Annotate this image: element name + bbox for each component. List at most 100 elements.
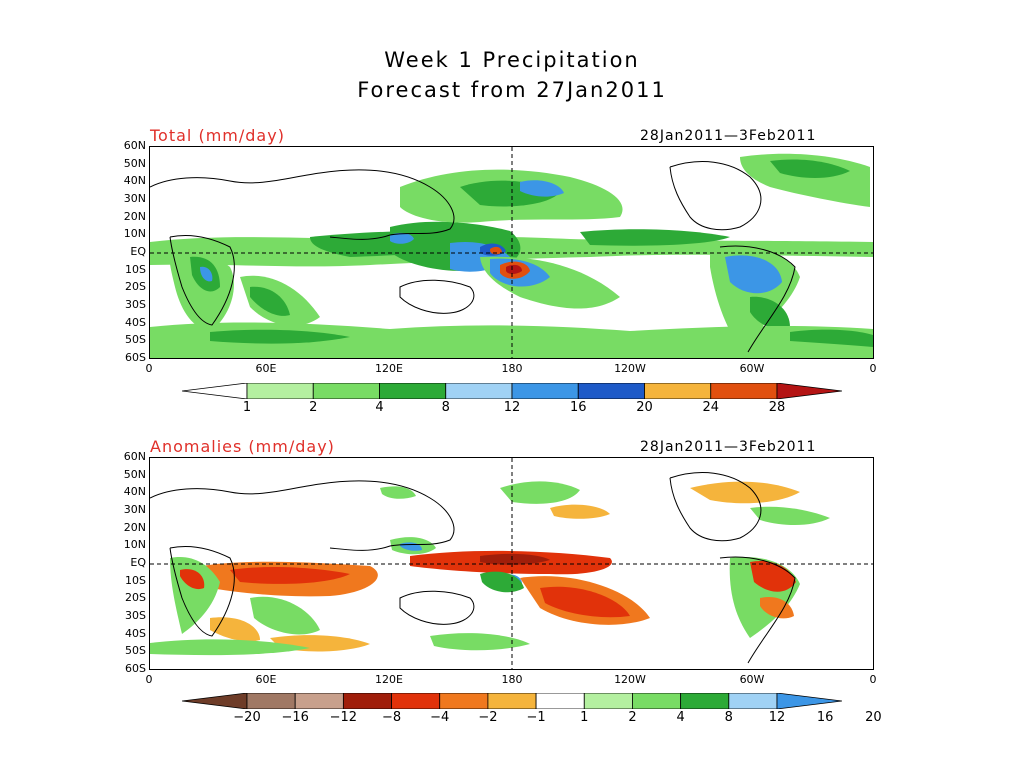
- panel2-anomaly-field: [150, 481, 830, 656]
- colorbar-segment: [487, 692, 537, 710]
- lat-tick-label: 10N: [123, 538, 146, 552]
- colorbar-svg: [181, 382, 843, 400]
- colorbar-tick-label: 20: [636, 400, 653, 415]
- colorbar-segment: [312, 382, 380, 400]
- lat-tick-label: 10S: [125, 573, 146, 587]
- lat-tick-label: 40S: [125, 626, 146, 640]
- colorbar-low-arrow: [181, 692, 248, 710]
- colorbar-segment: [379, 382, 447, 400]
- lat-tick-label: 20S: [125, 280, 146, 294]
- lat-tick-label: 30N: [123, 503, 146, 516]
- lat-tick-label: EQ: [130, 245, 146, 258]
- colorbar-tick-label: −12: [329, 710, 358, 725]
- lat-tick-label: 40N: [123, 174, 146, 188]
- lat-tick-label: 10S: [125, 262, 146, 276]
- colorbar-tick-label: −16: [281, 710, 309, 725]
- colorbar-segment: [577, 382, 645, 400]
- colorbar-segment: [511, 382, 579, 400]
- lat-tick-label: 30S: [125, 609, 146, 622]
- lat-tick-label: 20N: [123, 209, 146, 223]
- colorbar-tick-label: 4: [375, 400, 384, 415]
- lon-tick-label: 60W: [739, 362, 765, 375]
- colorbar-segment: [710, 382, 778, 400]
- colorbar-tick-label: 12: [503, 400, 521, 415]
- panel1-date-range: 28Jan2011—3Feb2011: [640, 128, 817, 144]
- panel1-precip-field: [150, 153, 873, 358]
- lat-tick-label: 60S: [125, 662, 146, 675]
- colorbar-tick-label: 2: [309, 400, 318, 415]
- lon-tick-label: 180: [501, 673, 523, 686]
- colorbar-tick-label: 28: [768, 400, 786, 415]
- colorbar-tick-label: 1: [242, 400, 252, 415]
- lon-tick-label: 0: [145, 673, 153, 686]
- colorbar-tick-label: 20: [865, 710, 882, 725]
- colorbar-tick-label: 16: [816, 710, 834, 725]
- panel1-map: [149, 146, 874, 359]
- colorbar-segment: [632, 692, 682, 710]
- panel1-map-svg: [150, 147, 873, 358]
- lat-tick-label: 30S: [125, 298, 146, 311]
- colorbar-segment: [680, 692, 730, 710]
- chart-title-line1: Week 1 Precipitation: [384, 48, 640, 72]
- panel2-variable-label: Anomalies (mm/day): [150, 437, 335, 456]
- colorbar-tick-label: 16: [569, 400, 587, 415]
- chart-title-line2: Forecast from 27Jan2011: [357, 78, 667, 102]
- colorbar-tick-label: 8: [441, 400, 450, 415]
- colorbar-segment: [439, 692, 489, 710]
- lon-tick-label: 0: [869, 673, 877, 686]
- colorbar-tick-label: −4: [430, 710, 450, 725]
- lon-tick-label: 180: [501, 362, 523, 375]
- lon-tick-label: 0: [869, 362, 877, 375]
- colorbar-tick-label: −2: [478, 710, 498, 725]
- lon-tick-label: 120W: [614, 673, 646, 686]
- colorbar-tick-label: 24: [702, 400, 720, 415]
- panel2-colorbar: [181, 692, 843, 713]
- lon-tick-label: 60E: [255, 673, 277, 686]
- lat-tick-label: 60N: [123, 139, 146, 152]
- panel2-date-range: 28Jan2011—3Feb2011: [640, 439, 817, 455]
- lon-tick-label: 120E: [375, 362, 403, 375]
- lat-tick-label: 50S: [125, 333, 146, 347]
- panel1-variable-label: Total (mm/day): [150, 126, 285, 145]
- colorbar-tick-label: 8: [724, 710, 733, 725]
- colorbar-tick-label: −1: [526, 710, 546, 725]
- lat-tick-label: 40N: [123, 485, 146, 499]
- colorbar-high-arrow: [776, 382, 843, 400]
- colorbar-svg: [181, 692, 843, 710]
- panel1-coastlines: [150, 161, 796, 353]
- lat-tick-label: 30N: [123, 192, 146, 205]
- colorbar-tick-label: 4: [676, 710, 685, 725]
- panel1-colorbar: [181, 382, 843, 403]
- lat-tick-label: EQ: [130, 556, 146, 569]
- panel2-coastlines: [150, 472, 796, 664]
- lat-tick-label: 50S: [125, 644, 146, 658]
- colorbar-tick-label: −8: [381, 710, 402, 725]
- lat-tick-label: 10N: [123, 227, 146, 241]
- colorbar-segment: [445, 382, 513, 400]
- panel2-map: [149, 457, 874, 670]
- colorbar-segment: [535, 692, 585, 710]
- colorbar-segment: [246, 382, 314, 400]
- colorbar-tick-label: 2: [628, 710, 637, 725]
- lon-tick-label: 60E: [255, 362, 277, 375]
- colorbar-tick-label: 12: [768, 710, 786, 725]
- panel2-map-svg: [150, 458, 873, 669]
- lat-tick-label: 50N: [123, 156, 146, 170]
- lat-tick-label: 60N: [123, 450, 146, 463]
- lat-tick-label: 60S: [125, 351, 146, 364]
- lat-tick-label: 40S: [125, 315, 146, 329]
- lon-tick-label: 120W: [614, 362, 646, 375]
- colorbar-segment: [644, 382, 712, 400]
- colorbar-segment: [391, 692, 441, 710]
- lat-tick-label: 20S: [125, 591, 146, 605]
- colorbar-segment: [246, 692, 296, 710]
- lat-tick-label: 20N: [123, 520, 146, 534]
- colorbar-segment: [583, 692, 633, 710]
- lat-tick-label: 50N: [123, 467, 146, 481]
- colorbar-segment: [342, 692, 392, 710]
- colorbar-tick-label: 1: [580, 710, 589, 725]
- lon-tick-label: 60W: [739, 673, 765, 686]
- colorbar-high-arrow: [776, 692, 843, 710]
- colorbar-tick-label: −20: [233, 710, 261, 725]
- lon-tick-label: 120E: [375, 673, 403, 686]
